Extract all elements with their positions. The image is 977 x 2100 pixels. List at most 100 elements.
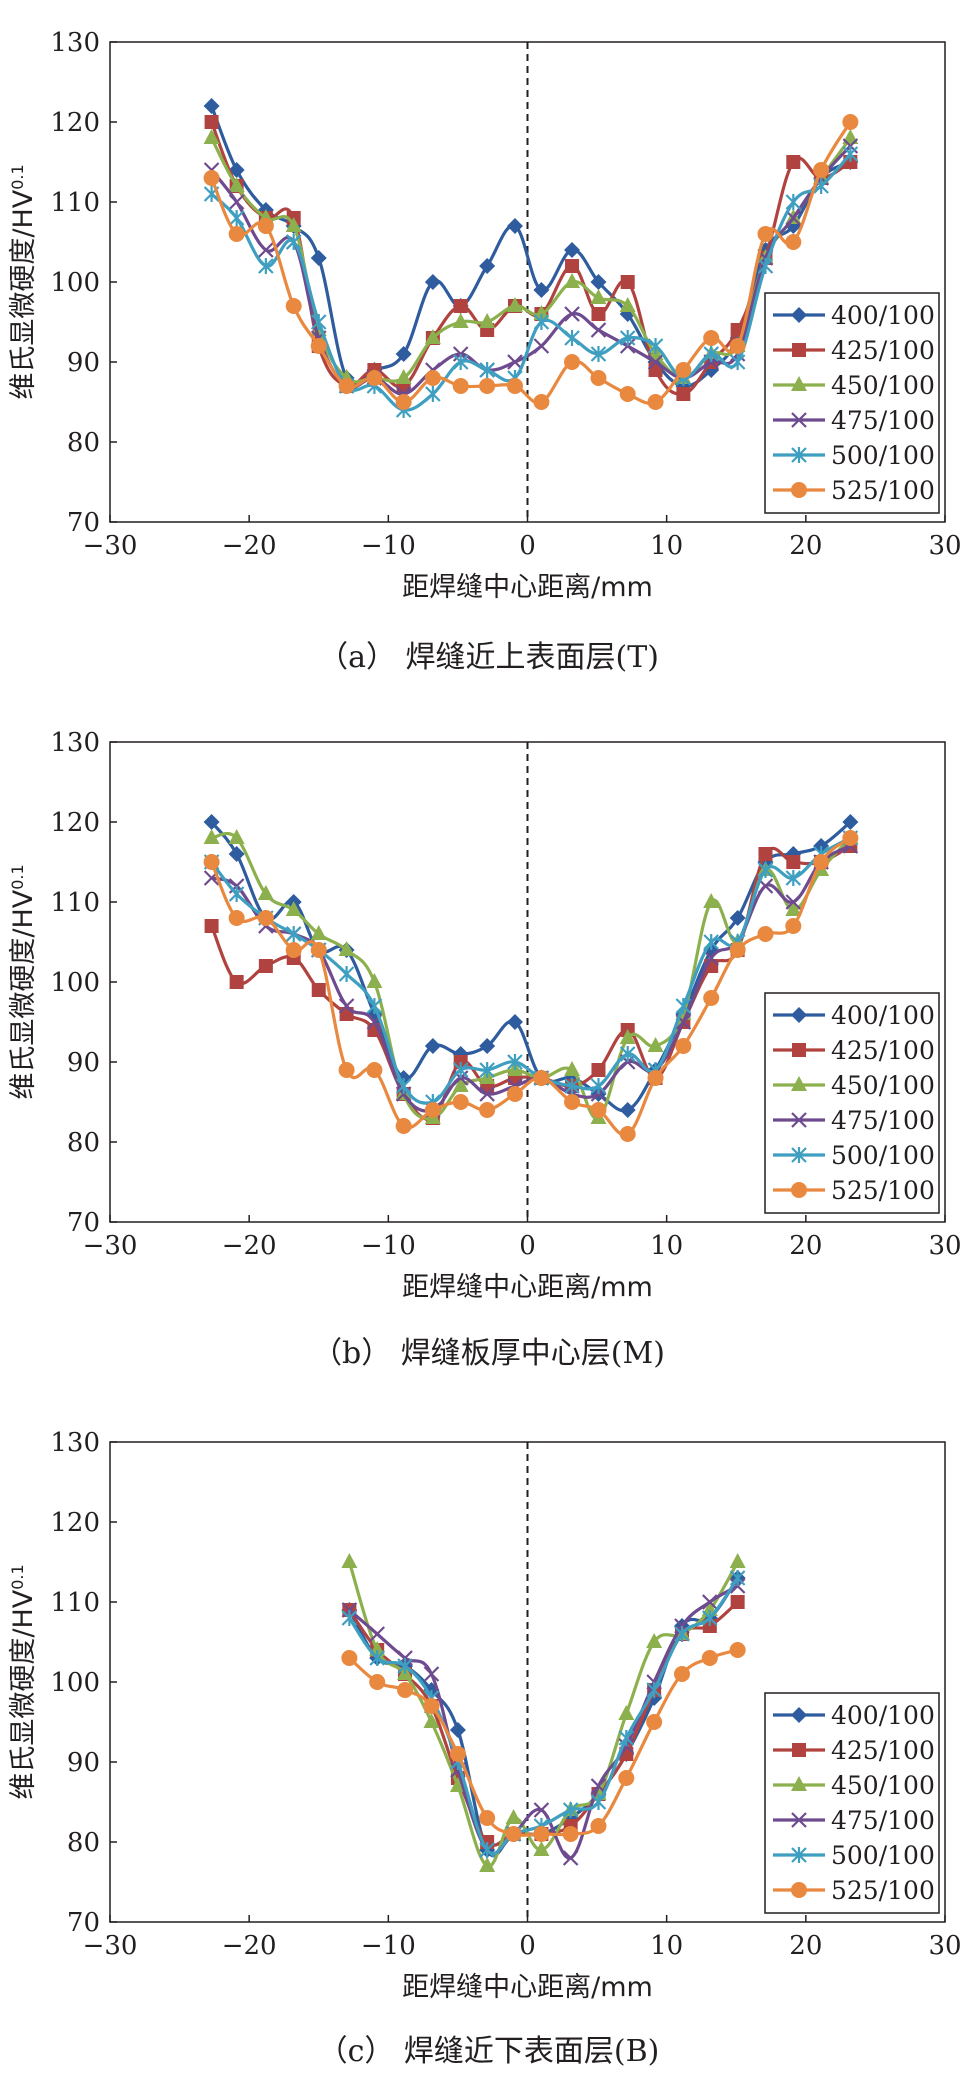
data-point: [673, 1666, 690, 1682]
y-tick-label: 90: [67, 1748, 100, 1778]
caption-b: （b） 焊缝板厚中心层(M): [312, 1336, 665, 1371]
y-tick-label: 110: [50, 888, 100, 918]
series-525-100: [341, 1642, 746, 1842]
data-point: [791, 1812, 807, 1828]
data-point: [452, 354, 469, 370]
data-point: [449, 1746, 466, 1762]
legend-entry: 450/100: [773, 371, 935, 400]
data-point: [479, 1062, 495, 1078]
data-point: [228, 829, 245, 844]
data-point: [703, 330, 720, 346]
legend-entry: 525/100: [773, 476, 935, 505]
legend-label: 525/100: [831, 476, 935, 505]
legend-label: 500/100: [831, 441, 935, 470]
data-point: [590, 370, 607, 386]
data-point: [785, 194, 802, 210]
series-525-100: [203, 114, 859, 410]
data-point: [564, 273, 581, 288]
y-tick-label: 90: [67, 1048, 100, 1078]
legend-entry: 400/100: [773, 301, 935, 330]
legend-label: 500/100: [831, 1141, 935, 1170]
data-point: [423, 1713, 440, 1728]
data-point: [533, 1841, 550, 1856]
data-point: [619, 1046, 636, 1062]
data-point: [813, 854, 830, 870]
legend-box: [764, 1692, 940, 1914]
y-tick-label: 70: [67, 1208, 100, 1238]
data-point: [703, 990, 720, 1006]
legend-entry: 525/100: [773, 1876, 935, 1905]
data-point: [310, 250, 327, 266]
data-point: [423, 1666, 440, 1682]
data-point: [310, 942, 327, 958]
data-point: [449, 1722, 466, 1738]
data-point: [590, 1794, 607, 1810]
y-tick-label: 130: [50, 728, 100, 758]
data-point: [204, 919, 219, 933]
data-point: [791, 1776, 807, 1791]
data-point: [366, 973, 383, 988]
series-525-100: [203, 830, 859, 1142]
data-point: [228, 226, 245, 242]
data-point: [338, 998, 355, 1014]
data-point: [395, 346, 412, 362]
data-point: [729, 910, 746, 926]
data-point: [591, 1063, 606, 1077]
data-point: [703, 950, 719, 966]
data-point: [479, 378, 496, 394]
legend-label: 450/100: [831, 371, 935, 400]
x-tick-label: −30: [83, 1931, 138, 1961]
data-point: [229, 975, 244, 989]
data-point: [341, 1553, 358, 1568]
data-point: [424, 1102, 441, 1118]
data-point: [424, 274, 441, 290]
y-tick-label: 80: [67, 428, 100, 458]
data-point: [785, 901, 802, 916]
data-point: [423, 1698, 440, 1714]
data-point: [366, 1062, 383, 1078]
data-point: [228, 177, 245, 192]
data-point: [675, 362, 692, 378]
data-point: [505, 1809, 522, 1824]
data-point: [703, 934, 719, 950]
data-point: [564, 1078, 580, 1094]
data-point: [479, 1810, 496, 1826]
data-point: [285, 926, 302, 942]
x-tick-label: 10: [650, 1231, 683, 1261]
legend-label: 500/100: [831, 1841, 935, 1870]
legend-entry: 475/100: [773, 1106, 935, 1135]
data-point: [590, 346, 607, 362]
data-point: [791, 1882, 807, 1898]
data-point: [204, 115, 219, 129]
series-400-100: [341, 1570, 746, 1858]
series-500-100: [203, 146, 859, 418]
x-tick-label: 0: [519, 531, 536, 561]
y-tick-label: 80: [67, 1828, 100, 1858]
y-tick-label: 130: [50, 1428, 100, 1458]
data-point: [785, 918, 802, 934]
data-point: [452, 1077, 469, 1092]
legend-label: 525/100: [831, 1876, 935, 1905]
data-point: [228, 886, 245, 902]
data-point: [366, 370, 383, 386]
caption-a: （a） 焊缝近上表面层(T): [318, 640, 659, 675]
data-point: [647, 394, 664, 410]
data-point: [507, 1054, 523, 1070]
x-tick-label: 30: [928, 531, 961, 561]
data-point: [730, 1595, 745, 1609]
legend-entry: 525/100: [773, 1176, 935, 1205]
data-point: [564, 306, 580, 322]
caption-c: （c） 焊缝近下表面层(B): [317, 2034, 660, 2069]
data-point: [842, 830, 859, 846]
data-point: [647, 354, 664, 370]
data-point: [228, 162, 245, 178]
data-point: [646, 1714, 663, 1730]
series-line: [210, 820, 852, 1113]
data-point: [647, 1070, 664, 1086]
data-point: [533, 338, 550, 354]
data-point: [203, 170, 220, 186]
data-point: [729, 942, 746, 958]
data-point: [813, 162, 830, 178]
data-point: [479, 1086, 495, 1102]
data-point: [792, 343, 806, 357]
